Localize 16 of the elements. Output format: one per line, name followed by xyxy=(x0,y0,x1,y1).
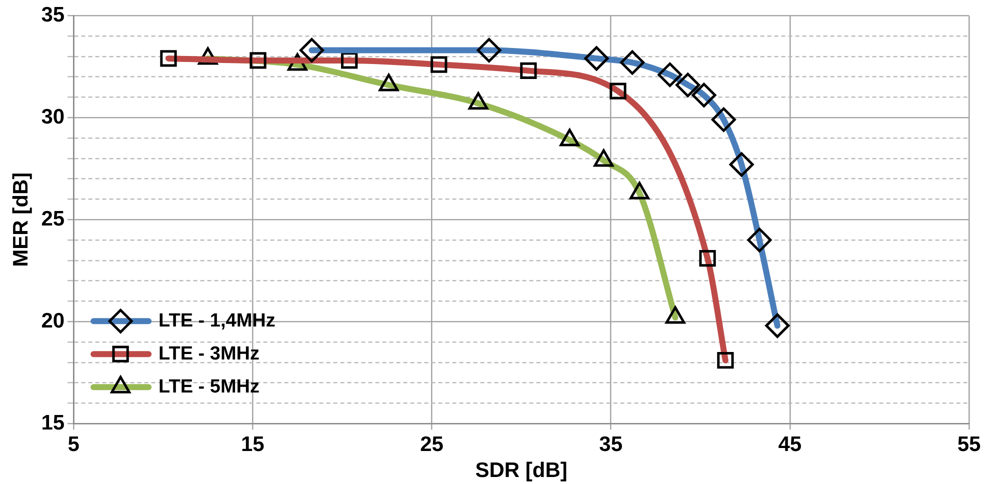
x-tick-label: 55 xyxy=(957,432,981,456)
x-tick-label: 35 xyxy=(599,432,623,456)
x-tick-label: 5 xyxy=(68,432,80,456)
y-tick-label: 35 xyxy=(41,3,65,26)
legend-label: LTE - 1,4MHz xyxy=(158,310,276,332)
y-tick-label: 15 xyxy=(41,411,65,434)
y-tick-label: 20 xyxy=(41,309,65,332)
legend-label: LTE - 3MHz xyxy=(158,343,260,364)
x-axis-title: SDR [dB] xyxy=(475,459,568,482)
x-tick-label: 15 xyxy=(240,432,265,456)
y-tick-label: 30 xyxy=(41,105,65,128)
x-tick-label: 45 xyxy=(778,432,802,456)
legend-label: LTE - 5MHz xyxy=(158,376,260,398)
y-tick-label: 25 xyxy=(41,207,65,230)
y-axis-title: MER [dB] xyxy=(9,172,32,267)
x-tick-label: 25 xyxy=(420,432,444,456)
